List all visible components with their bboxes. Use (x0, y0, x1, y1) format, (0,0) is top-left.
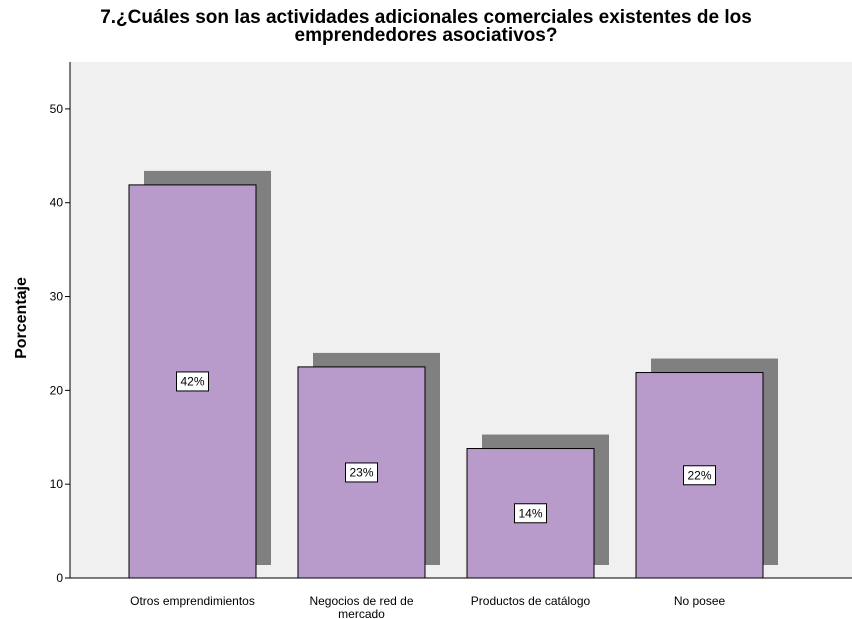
data-label-box (176, 371, 209, 392)
x-tick-label: mercado (338, 607, 385, 619)
chart-title-line-1: 7.¿Cuáles son las actividades adicionale… (100, 7, 752, 28)
data-label: 42% (180, 374, 204, 388)
x-tick-label: Productos de catálogo (471, 594, 591, 608)
x-tick-label: Otros emprendimientos (130, 594, 255, 608)
y-axis-label: Porcentaje (13, 277, 30, 359)
data-label: 22% (687, 468, 711, 482)
y-tick-label: 30 (50, 290, 64, 304)
data-label: 14% (518, 506, 542, 520)
y-tick-label: 0 (56, 571, 63, 585)
data-label-box (514, 503, 547, 524)
chart-title-line-2: emprendedores asociativos? (294, 25, 558, 46)
y-tick-label: 20 (50, 383, 64, 397)
y-tick-label: 10 (50, 477, 64, 491)
y-tick-label: 40 (50, 196, 64, 210)
y-tick-label: 50 (50, 102, 64, 116)
data-label-box (683, 465, 716, 486)
data-label-box (345, 462, 378, 483)
x-tick-label: Negocios de red de (309, 594, 413, 608)
x-tick-label: No posee (674, 594, 726, 608)
data-label: 23% (349, 465, 373, 479)
